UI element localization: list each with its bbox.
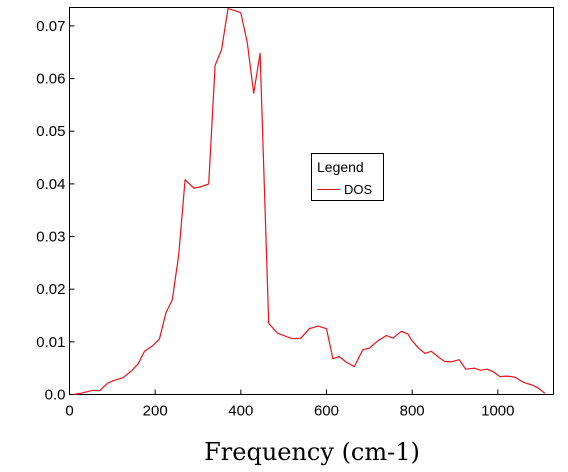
series-layer <box>73 8 546 396</box>
y-tick-label-7: 0.07 <box>36 18 65 35</box>
y-tick-label-0: 0.0 <box>45 387 66 404</box>
x-axis: 0 200 400 600 800 1000 <box>65 389 515 420</box>
series-line-dos <box>73 8 546 396</box>
y-tick-label-3: 0.03 <box>36 229 65 246</box>
x-tick-label-1000: 1000 <box>481 403 514 420</box>
y-tick-label-5: 0.05 <box>36 123 65 140</box>
y-tick-label-4: 0.04 <box>36 176 65 193</box>
y-axis: 0.0 0.01 0.02 0.03 0.04 0.05 0.06 0.07 <box>36 18 75 404</box>
x-tick-label-800: 800 <box>400 403 425 420</box>
y-tick-label-1: 0.01 <box>36 334 65 351</box>
legend-label-dos: DOS <box>344 182 373 197</box>
y-tick-label-6: 0.06 <box>36 71 65 88</box>
x-axis-label: Frequency (cm-1) <box>204 438 420 466</box>
legend: Legend DOS <box>311 153 384 201</box>
legend-title: Legend <box>317 159 364 175</box>
x-tick-label-0: 0 <box>65 403 73 420</box>
legend-box <box>311 153 384 201</box>
plot-frame <box>69 7 554 395</box>
y-tick-label-2: 0.02 <box>36 281 65 298</box>
x-tick-label-600: 600 <box>314 403 339 420</box>
x-tick-label-200: 200 <box>143 403 168 420</box>
x-tick-label-400: 400 <box>228 403 253 420</box>
